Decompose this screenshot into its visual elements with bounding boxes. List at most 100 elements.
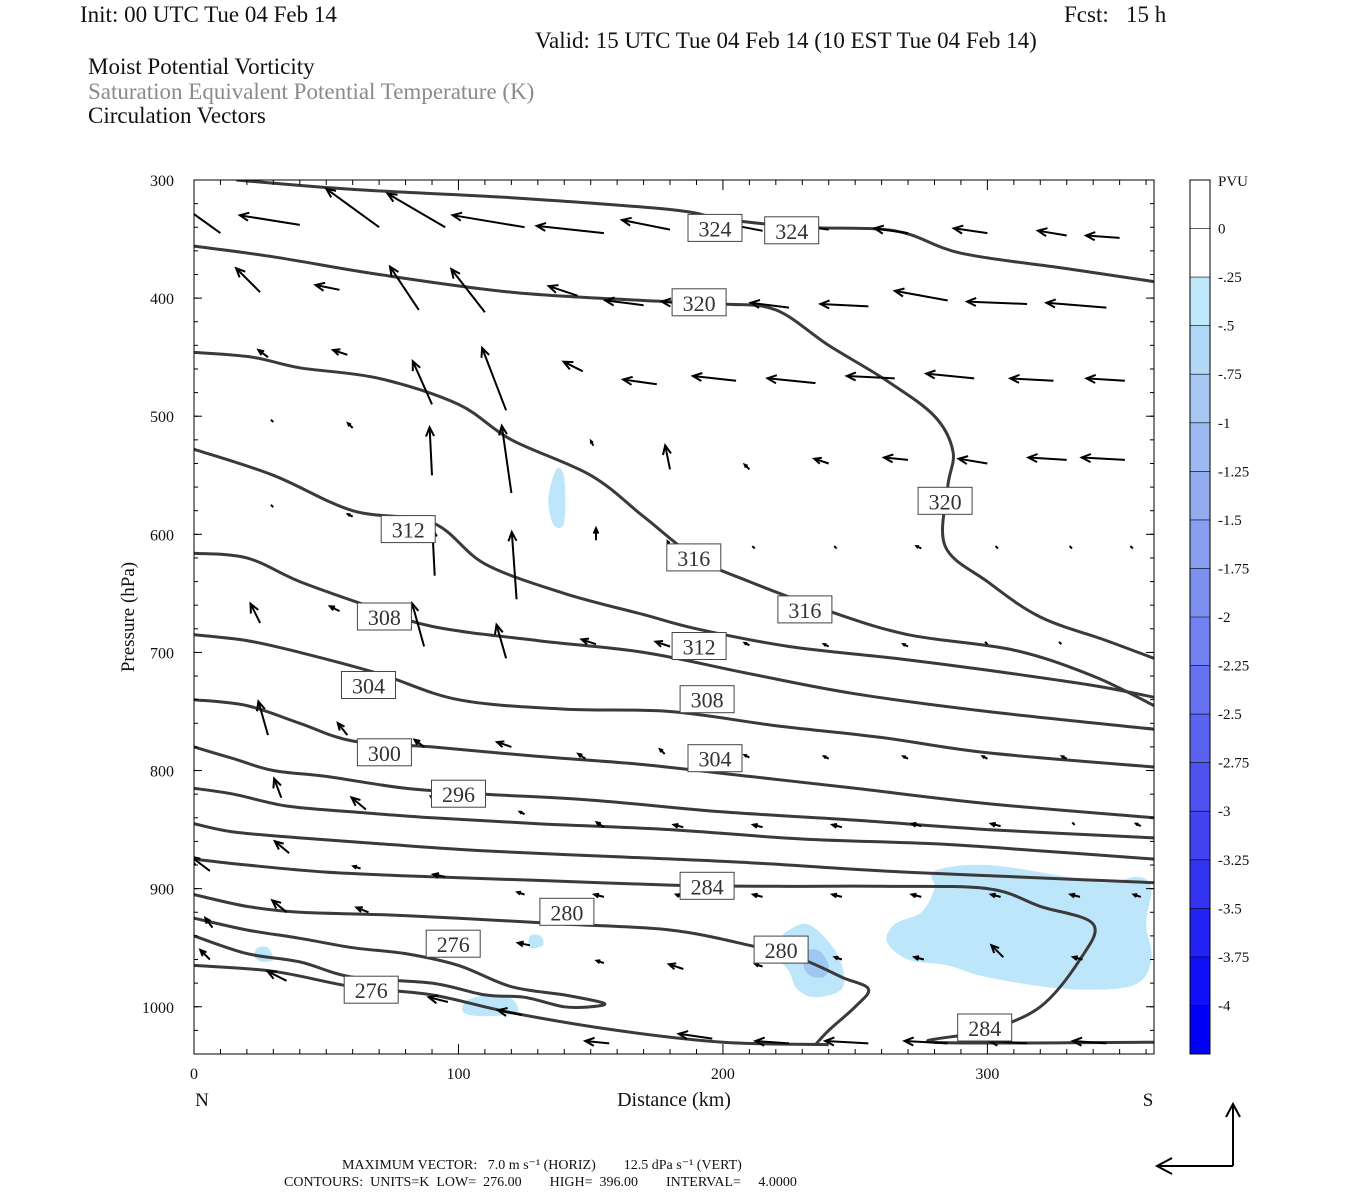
vector-shaft [874,227,909,235]
contour-label: 324 [687,213,743,242]
circulation-vector [821,755,830,760]
contour-label: 276 [343,975,399,1004]
vector-head [666,539,671,545]
vector-shaft [1086,377,1125,382]
circulation-vector [592,525,600,541]
vector-head [690,372,703,382]
vector-shaft [668,963,684,970]
contour-label-text: 276 [437,932,470,957]
circulation-vector [594,821,605,829]
circulation-vector [909,892,922,899]
vector-shaft [315,284,340,291]
vector-head [750,823,758,829]
contour-label: 316 [666,543,722,572]
vector-shaft [428,996,449,1003]
vector-head [666,962,677,970]
legend-swatch [1190,422,1210,472]
vector-head [653,640,664,648]
x-tick-label: 100 [446,1066,470,1083]
contour-label: 312 [380,515,436,544]
circulation-vector [901,643,909,648]
circulation-vector [425,424,435,476]
circulation-vector [388,264,420,311]
circulation-vector [450,211,525,229]
vector-head [594,959,601,964]
y-tick-label: 600 [150,527,174,544]
circulation-vector [507,529,518,600]
circulation-vector [901,755,909,760]
legend-swatch [1190,180,1210,230]
circulation-vector [1131,893,1142,898]
legend-title: PVU [1218,174,1248,190]
legend-level-label: -2.75 [1218,756,1249,772]
vector-head [911,955,920,961]
vector-shaft [623,378,657,386]
contour-label-text: 312 [392,518,425,543]
legend-swatch [1190,519,1210,569]
vector-shaft [994,545,999,550]
vector-head [909,892,917,899]
vector-shaft [194,212,221,234]
contour-label-text: 304 [699,747,732,772]
legend-level-label: -1 [1218,416,1231,432]
vector-shaft [239,214,300,226]
circulation-vector [449,267,486,313]
contour-label-box [539,897,595,926]
circulation-vector [576,752,586,760]
contour-label-text: 308 [368,605,401,630]
vector-shaft [496,741,512,748]
contour-label-box [687,744,743,773]
vector-head [272,839,284,850]
vector-head [1079,453,1092,463]
circulation-vector [194,761,195,771]
vector-shaft [495,624,508,659]
circulation-vector [198,948,211,961]
contour-label-box [671,288,727,317]
circulation-vector [984,641,989,645]
x-axis-label: Distance (km) [617,1089,731,1111]
vector-head [821,755,827,760]
vector-shaft [813,457,830,465]
vector-head [829,823,838,829]
vector-head [1131,893,1138,898]
theta-contour-296 [194,745,1154,840]
vector-head [659,297,672,308]
vector-head [822,1036,835,1047]
vector-shaft [257,701,269,736]
legend-level-label: -3 [1218,804,1231,820]
vector-head [988,821,996,828]
vector-shaft [958,457,988,465]
legend-level-label: -1.5 [1218,513,1242,529]
circulation-vector [988,821,1001,828]
circulation-vector [313,281,340,292]
title-theta-es: Saturation Equivalent Potential Temperat… [88,79,535,104]
vector-shaft [1058,641,1063,645]
vector-head [594,821,602,827]
vector-head [345,513,351,517]
circulation-vector [988,892,1001,899]
circulation-vector [676,1030,713,1040]
vector-head [426,994,439,1005]
vector-head [198,948,207,957]
circulation-vector [237,211,300,226]
title-mpv: Moist Potential Vorticity [88,54,315,79]
circulation-vector [354,906,369,914]
contour-label-box [777,595,833,624]
vector-head [1035,227,1048,238]
vector-head [234,266,246,278]
vector-shaft [510,532,518,600]
legend-level-label: -4 [1218,998,1231,1014]
circulation-vector [653,640,671,648]
legend-level-label: -3.75 [1218,950,1249,966]
contour-label-text: 320 [929,489,962,514]
vector-shaft [1072,1040,1107,1045]
vector-shaft [846,375,895,380]
circulation-vector [591,892,605,899]
vector-shaft [767,377,816,385]
pv-region [886,864,1152,990]
circulation-vector [265,970,288,982]
contour-label-box [356,602,412,631]
vector-head [752,1036,766,1047]
vector-shaft [1129,545,1134,550]
